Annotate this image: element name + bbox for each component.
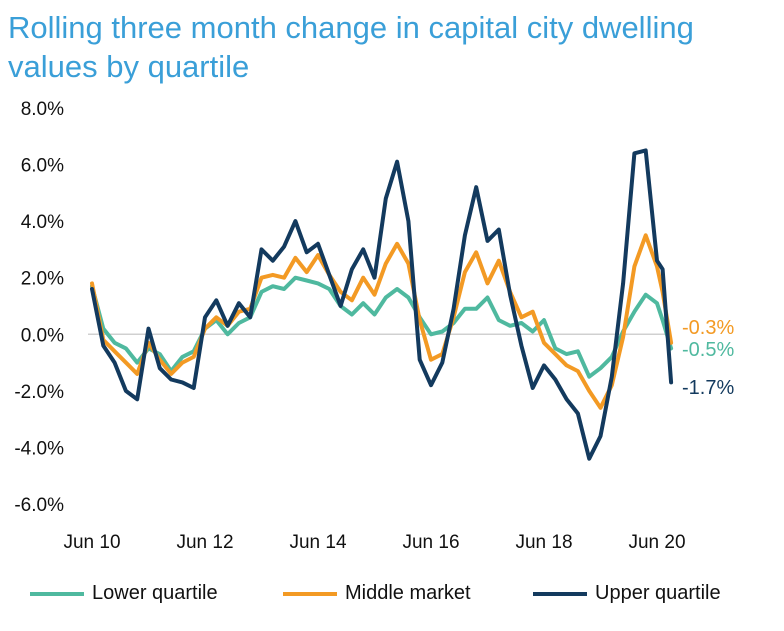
legend-item-lower-quartile: Lower quartile xyxy=(30,582,218,605)
y-tick-label: 2.0% xyxy=(21,269,64,290)
legend: Lower quartile Middle market Upper quart… xyxy=(0,582,784,612)
chart-plot: 8.0% 6.0% 4.0% 2.0% 0.0% -2.0% -4.0% -6.0% Jun 1… xyxy=(14,99,734,553)
end-label-middle-market: -0.3% xyxy=(682,317,734,339)
x-tick-label: Jun 12 xyxy=(176,532,233,553)
y-tick-label: -6.0% xyxy=(14,495,64,516)
legend-swatch-upper-quartile xyxy=(533,591,587,596)
series-line-middle-market xyxy=(90,233,674,410)
x-tick-label: Jun 20 xyxy=(628,532,685,553)
legend-label-middle-market: Middle market xyxy=(345,582,471,604)
legend-swatch-lower-quartile xyxy=(30,591,84,596)
legend-label-upper-quartile: Upper quartile xyxy=(595,582,721,604)
end-label-lower-quartile: -0.5% xyxy=(682,339,734,361)
end-label-upper-quartile: -1.7% xyxy=(682,377,734,399)
x-tick-label: Jun 16 xyxy=(402,532,459,553)
legend-label-lower-quartile: Lower quartile xyxy=(92,582,218,604)
y-tick-label: 6.0% xyxy=(21,156,64,177)
x-tick-label: Jun 14 xyxy=(289,532,346,553)
legend-item-middle-market: Middle market xyxy=(283,582,471,605)
x-tick-label: Jun 18 xyxy=(515,532,572,553)
series-line-upper-quartile xyxy=(90,148,674,461)
chart-title: Rolling three month change in capital ci… xyxy=(8,10,694,84)
y-tick-label: -2.0% xyxy=(14,382,64,403)
x-tick-label: Jun 10 xyxy=(63,532,120,553)
y-tick-label: 4.0% xyxy=(21,212,64,233)
y-tick-label: 8.0% xyxy=(21,99,64,120)
y-tick-label: 0.0% xyxy=(21,325,64,346)
y-tick-label: -4.0% xyxy=(14,438,64,459)
legend-swatch-middle-market xyxy=(283,591,337,596)
series-line-lower-quartile xyxy=(90,275,674,379)
legend-item-upper-quartile: Upper quartile xyxy=(533,582,721,605)
